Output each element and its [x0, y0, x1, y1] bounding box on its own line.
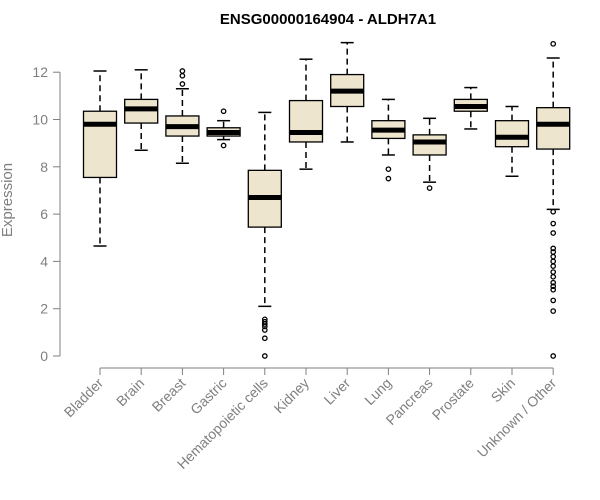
- box-group: [82, 70, 118, 247]
- box-group: [494, 105, 530, 178]
- x-tick-label: Breast: [149, 375, 189, 415]
- x-tick-label: Liver: [321, 375, 354, 408]
- box-group: [165, 68, 200, 165]
- outlier-point: [550, 269, 557, 275]
- y-axis-label: Expression: [0, 163, 16, 237]
- outlier-point: [550, 286, 557, 293]
- y-tick-label: 4: [40, 253, 48, 269]
- y-axis: 0 2 4 6 8 10 12: [32, 64, 61, 364]
- x-tick-label: Kidney: [271, 375, 313, 417]
- outlier-point: [220, 108, 227, 115]
- outlier-point: [550, 308, 557, 314]
- outlier-point: [220, 142, 227, 149]
- outlier-point: [550, 249, 557, 255]
- box-group: [412, 117, 447, 191]
- outlier-point: [261, 318, 268, 325]
- iqr-box: [494, 120, 530, 148]
- x-tick-label: Brain: [113, 375, 147, 409]
- outlier-point: [179, 81, 186, 87]
- outlier-point: [550, 353, 557, 359]
- outlier-point: [550, 263, 557, 269]
- outlier-point: [426, 185, 433, 191]
- y-tick-label: 12: [32, 64, 48, 80]
- box-group: [330, 41, 365, 143]
- box-group: [206, 108, 241, 149]
- y-tick-label: 10: [32, 112, 48, 128]
- box-group: [453, 86, 488, 130]
- outlier-point: [179, 72, 186, 79]
- box-group: [247, 111, 282, 359]
- iqr-box: [536, 107, 571, 150]
- y-tick-label: 8: [40, 159, 48, 175]
- box-group: [371, 98, 406, 182]
- outlier-point: [179, 68, 186, 74]
- outlier-point: [550, 253, 557, 260]
- iqr-box: [82, 110, 118, 179]
- outlier-point: [261, 327, 268, 333]
- iqr-box: [288, 99, 324, 143]
- outlier-point: [261, 335, 268, 342]
- y-tick-label: 2: [40, 301, 48, 317]
- iqr-box: [412, 134, 447, 156]
- outlier-point: [550, 230, 557, 236]
- outlier-point: [550, 208, 557, 215]
- box-group: [288, 58, 324, 170]
- outlier-point: [550, 245, 557, 252]
- box-group: [536, 40, 571, 359]
- x-tick-label: Prostate: [429, 375, 477, 423]
- outlier-point: [385, 175, 392, 182]
- x-tick-label: Skin: [488, 375, 519, 406]
- outlier-point: [550, 273, 557, 280]
- y-tick-label: 6: [40, 206, 48, 222]
- x-tick-label: Lung: [361, 375, 394, 408]
- outlier-point: [550, 220, 557, 227]
- outlier-point: [550, 40, 557, 47]
- box-group: [124, 69, 159, 151]
- x-tick-label: Bladder: [61, 375, 107, 421]
- y-tick-label: 0: [40, 348, 48, 364]
- outlier-point: [550, 297, 557, 304]
- outlier-point: [550, 279, 557, 286]
- box-series: [82, 40, 571, 359]
- outlier-point: [261, 353, 268, 359]
- outlier-point: [550, 258, 557, 265]
- outlier-point: [385, 166, 392, 173]
- chart-title: ENSG00000164904 - ALDH7A1: [220, 11, 436, 28]
- outlier-point: [550, 283, 557, 290]
- outlier-point: [261, 316, 268, 323]
